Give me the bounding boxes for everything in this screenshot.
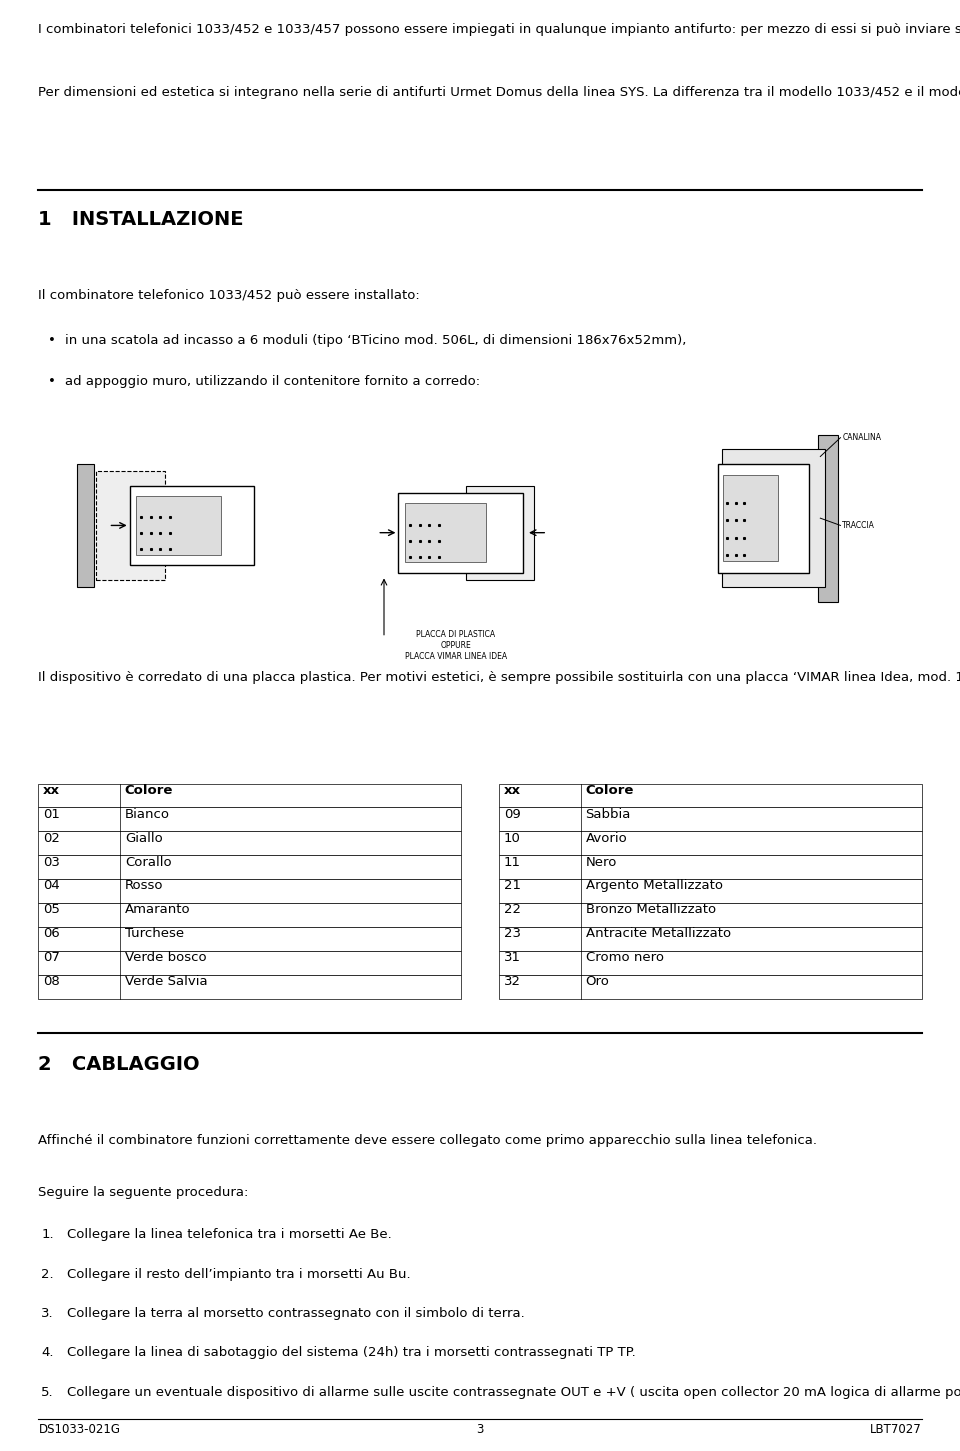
Bar [96,472,165,580]
Text: Giallo: Giallo [125,831,162,844]
Text: Verde Salvia: Verde Salvia [125,975,207,988]
Text: CANALINA: CANALINA [843,434,881,443]
Text: Bianco: Bianco [125,808,170,821]
Text: 08: 08 [43,975,60,988]
Text: Turchese: Turchese [125,927,184,940]
Text: Amaranto: Amaranto [125,904,190,917]
Bar [38,831,461,855]
Text: Nero: Nero [586,856,617,869]
Text: 07: 07 [43,952,60,965]
Text: 04: 04 [43,879,60,892]
Bar [38,927,461,950]
Text: Cromo nero: Cromo nero [586,952,663,965]
Text: Per dimensioni ed estetica si integrano nella serie di antifurti Urmet Domus del: Per dimensioni ed estetica si integrano … [38,86,960,99]
Text: 10: 10 [504,831,521,844]
Text: Collegare la terra al morsetto contrassegnato con il simbolo di terra.: Collegare la terra al morsetto contrasse… [67,1307,525,1320]
Bar [499,831,922,855]
Text: 1   INSTALLAZIONE: 1 INSTALLAZIONE [38,210,244,229]
Text: Colore: Colore [586,784,634,797]
Text: Collegare il resto dell’impianto tra i morsetti Au Bu.: Collegare il resto dell’impianto tra i m… [67,1268,411,1281]
Text: DS1033-021G: DS1033-021G [38,1423,120,1436]
Text: xx: xx [43,784,60,797]
Text: PLACCA DI PLASTICA
OPPURE
PLACCA VIMAR LINEA IDEA: PLACCA DI PLASTICA OPPURE PLACCA VIMAR L… [405,630,507,660]
Text: 32: 32 [504,975,521,988]
Text: 3.: 3. [41,1307,54,1320]
Bar [38,950,461,975]
Text: Sabbia: Sabbia [586,808,631,821]
Bar [38,975,461,998]
Bar [38,903,461,927]
Bar [499,855,922,879]
Text: ad appoggio muro, utilizzando il contenitore fornito a corredo:: ad appoggio muro, utilizzando il conteni… [65,376,480,389]
Text: 05: 05 [43,904,60,917]
Text: Avorio: Avorio [586,831,627,844]
Text: Colore: Colore [125,784,173,797]
Bar [499,950,922,975]
Bar [499,784,922,807]
Text: TRACCIA: TRACCIA [843,521,876,530]
Bar [718,464,808,573]
Text: Oro: Oro [586,975,610,988]
Text: I combinatori telefonici 1033/452 e 1033/457 possono essere impiegati in qualunq: I combinatori telefonici 1033/452 e 1033… [38,23,960,36]
Text: Rosso: Rosso [125,879,163,892]
Text: 06: 06 [43,927,60,940]
Bar [405,503,486,563]
Bar [466,486,534,580]
Text: •: • [48,334,56,347]
Bar [136,496,221,556]
Text: 03: 03 [43,856,60,869]
Text: 5.: 5. [41,1386,54,1399]
Text: Antracite Metallizzato: Antracite Metallizzato [586,927,731,940]
Text: 1.: 1. [41,1229,54,1242]
Bar [499,927,922,950]
Text: 01: 01 [43,808,60,821]
Bar [723,450,826,588]
Bar [38,879,461,903]
Text: 31: 31 [504,952,521,965]
Bar [130,486,254,566]
Bar [818,435,838,602]
Text: 2   CABLAGGIO: 2 CABLAGGIO [38,1055,200,1074]
Text: Verde bosco: Verde bosco [125,952,206,965]
Text: Bronzo Metallizzato: Bronzo Metallizzato [586,904,716,917]
Text: Collegare un eventuale dispositivo di allarme sulle uscite contrassegnate OUT e : Collegare un eventuale dispositivo di al… [67,1386,960,1399]
Bar [398,493,523,573]
Text: 2.: 2. [41,1268,54,1281]
Bar [499,975,922,998]
Text: Collegare la linea di sabotaggio del sistema (24h) tra i morsetti contrassegnati: Collegare la linea di sabotaggio del sis… [67,1347,636,1360]
Bar [499,879,922,903]
Text: 23: 23 [504,927,521,940]
Text: 09: 09 [504,808,520,821]
Text: Collegare la linea telefonica tra i morsetti Ae Be.: Collegare la linea telefonica tra i mors… [67,1229,392,1242]
Text: 3: 3 [476,1423,484,1436]
Text: xx: xx [504,784,521,797]
Bar [77,464,94,588]
Text: 11: 11 [504,856,521,869]
Bar [724,476,778,562]
Text: 21: 21 [504,879,521,892]
Text: 22: 22 [504,904,521,917]
Text: Argento Metallizzato: Argento Metallizzato [586,879,723,892]
Text: Il combinatore telefonico 1033/452 può essere installato:: Il combinatore telefonico 1033/452 può e… [38,289,420,302]
Text: Corallo: Corallo [125,856,172,869]
Text: 4.: 4. [41,1347,54,1360]
Text: 02: 02 [43,831,60,844]
Text: Seguire la seguente procedura:: Seguire la seguente procedura: [38,1185,249,1199]
Bar [38,807,461,831]
Text: Il dispositivo è corredato di una placca plastica. Per motivi estetici, è sempre: Il dispositivo è corredato di una placca… [38,670,960,683]
Text: •: • [48,376,56,389]
Bar [38,784,461,807]
Bar [499,807,922,831]
Text: in una scatola ad incasso a 6 moduli (tipo ‘BTicino mod. 506L, di dimensioni 186: in una scatola ad incasso a 6 moduli (ti… [65,334,686,347]
Bar [38,855,461,879]
Text: Affinché il combinatore funzioni correttamente deve essere collegato come primo : Affinché il combinatore funzioni corrett… [38,1133,817,1146]
Bar [499,903,922,927]
Text: LBT7027: LBT7027 [870,1423,922,1436]
